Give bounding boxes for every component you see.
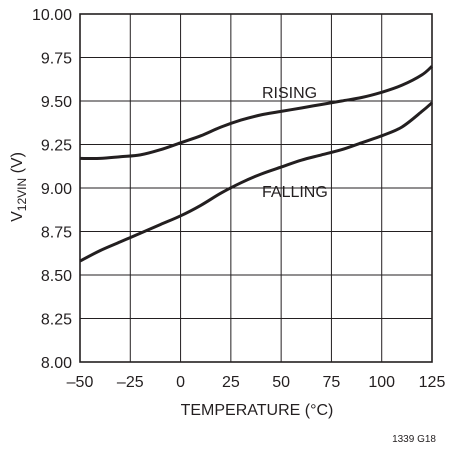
y-tick-label: 9.75 <box>41 51 72 68</box>
y-tick-label: 8.00 <box>41 355 72 372</box>
x-tick-label: –50 <box>67 374 94 391</box>
y-tick-label: 8.50 <box>41 268 72 285</box>
y-axis-title-unit: (V) <box>9 152 26 178</box>
x-tick-labels: –50 –25 0 25 50 75 100 125 <box>67 374 446 391</box>
y-tick-label: 10.00 <box>32 7 72 24</box>
series-label-rising: RISING <box>262 85 317 102</box>
y-tick-label: 8.25 <box>41 312 72 329</box>
series-line-rising <box>79 65 434 161</box>
series-label-falling: FALLING <box>262 184 328 201</box>
curves <box>79 65 434 263</box>
grid <box>80 14 432 362</box>
y-tick-labels: 8.00 8.25 8.50 8.75 9.00 9.25 9.50 9.75 10.00 <box>32 7 72 372</box>
y-tick-label: 9.50 <box>41 94 72 111</box>
x-tick-label: 25 <box>222 374 240 391</box>
x-tick-label: 0 <box>176 374 185 391</box>
x-tick-label: –25 <box>117 374 144 391</box>
y-axis-title-sub: 12VIN <box>15 178 29 211</box>
x-tick-label: 125 <box>419 374 446 391</box>
figure-id: 1339 G18 <box>392 434 436 445</box>
series-line-falling <box>79 101 433 263</box>
y-tick-label: 9.00 <box>41 181 72 198</box>
y-tick-label: 8.75 <box>41 225 72 242</box>
y-axis-title: V12VIN (V) <box>9 152 29 222</box>
y-axis-title-main: V <box>9 211 26 222</box>
x-tick-label: 50 <box>272 374 290 391</box>
plot-frame <box>79 13 433 363</box>
x-tick-label: 75 <box>323 374 341 391</box>
y-tick-label: 9.25 <box>41 138 72 155</box>
x-tick-label: 100 <box>368 374 395 391</box>
x-axis-title: TEMPERATURE (°C) <box>181 402 334 419</box>
